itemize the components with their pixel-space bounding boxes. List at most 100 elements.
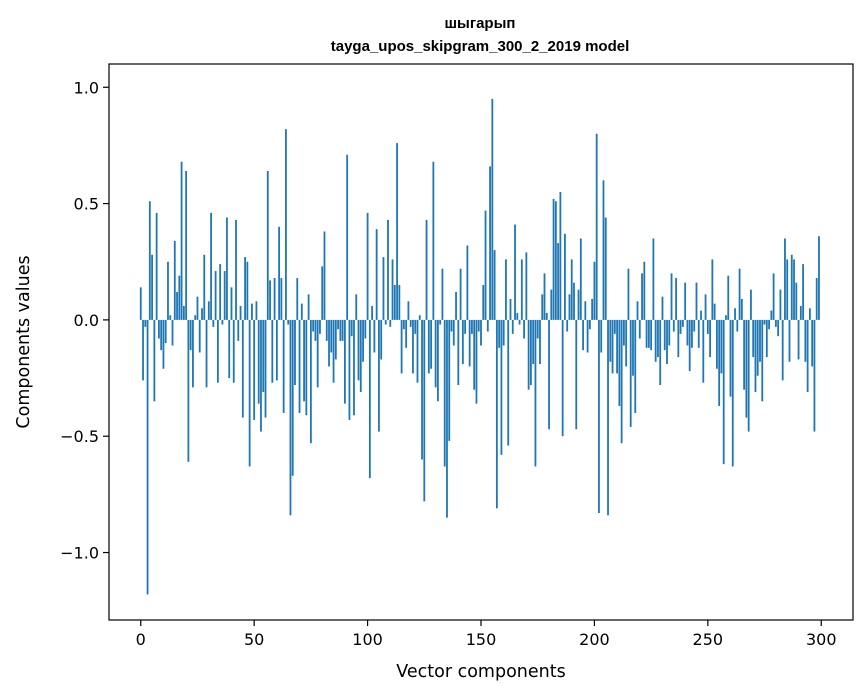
bar: [573, 282, 575, 320]
bar: [754, 319, 757, 393]
bar: [652, 238, 655, 320]
bar: [781, 319, 784, 381]
bar: [455, 291, 457, 320]
bar: [275, 319, 278, 381]
bar: [346, 154, 349, 320]
bar: [421, 319, 423, 460]
bar: [675, 278, 677, 320]
bar: [607, 319, 609, 516]
bar: [203, 254, 206, 320]
bar: [452, 319, 455, 346]
bar: [493, 250, 496, 320]
bar: [777, 319, 780, 337]
bar: [405, 319, 408, 348]
bar: [725, 315, 727, 320]
bar: [579, 238, 582, 320]
bar: [339, 319, 342, 341]
bar: [398, 285, 401, 320]
bar: [468, 319, 471, 367]
bar: [598, 319, 600, 513]
bar: [516, 312, 519, 320]
y-tick-label: −0.5: [60, 427, 99, 446]
bar: [507, 319, 510, 446]
bar: [806, 319, 809, 393]
bar: [241, 319, 244, 418]
bar: [357, 319, 360, 381]
bar: [570, 259, 573, 320]
bar: [235, 219, 237, 320]
bar: [407, 301, 410, 320]
bar: [151, 254, 153, 320]
bar: [539, 319, 541, 365]
bar: [811, 319, 814, 367]
bar: [740, 298, 743, 320]
bar: [355, 294, 358, 320]
bar: [645, 319, 648, 348]
bar: [790, 254, 793, 320]
bar: [625, 319, 628, 367]
bar: [613, 319, 616, 334]
bar: [722, 319, 725, 465]
bar: [325, 319, 328, 341]
bar: [332, 319, 335, 383]
bar: [616, 319, 618, 374]
bar: [688, 319, 691, 372]
bar: [554, 201, 557, 320]
bar: [389, 319, 392, 327]
bar: [731, 319, 734, 467]
bar: [500, 319, 503, 455]
y-tick-label: 1.0: [74, 78, 99, 97]
x-axis-label: Vector components: [396, 662, 565, 682]
bar: [180, 161, 183, 320]
bar: [294, 319, 296, 386]
bar: [593, 261, 596, 320]
bar: [368, 319, 371, 479]
bar: [484, 210, 487, 320]
bar: [412, 319, 414, 374]
x-tick-label: 50: [244, 630, 264, 649]
x-tick-label: 150: [466, 630, 497, 649]
bar: [298, 319, 301, 413]
bar: [743, 319, 746, 390]
bar: [632, 319, 634, 376]
bar: [477, 319, 480, 332]
bar: [638, 319, 641, 339]
bar: [793, 259, 795, 320]
bar: [450, 319, 453, 332]
bar: [344, 319, 346, 404]
x-tick-label: 300: [806, 630, 837, 649]
bar: [303, 319, 305, 402]
bar: [205, 319, 208, 388]
bar: [330, 319, 333, 353]
bar: [480, 319, 482, 346]
bar: [285, 129, 287, 320]
bar: [416, 319, 419, 383]
bar: [457, 319, 460, 386]
bar: [684, 282, 687, 320]
bar: [300, 303, 303, 320]
y-axis-label: Components values: [14, 255, 34, 428]
bar: [779, 289, 782, 320]
bar: [348, 319, 351, 420]
bar: [192, 319, 194, 388]
bar: [809, 308, 811, 320]
bar: [359, 319, 362, 393]
bar: [228, 319, 231, 379]
bar: [423, 319, 426, 502]
bar: [586, 319, 589, 353]
bar: [382, 257, 385, 320]
bar: [700, 310, 702, 320]
bar: [257, 319, 260, 404]
bar: [686, 319, 689, 346]
bar: [158, 319, 160, 339]
bar: [169, 315, 172, 320]
bar: [232, 319, 235, 383]
bar: [466, 245, 469, 320]
bar: [264, 319, 267, 418]
bar: [738, 268, 741, 320]
bar: [564, 233, 566, 320]
bar: [441, 268, 444, 320]
bar: [437, 319, 439, 402]
bar: [221, 319, 224, 325]
bar: [772, 273, 775, 320]
